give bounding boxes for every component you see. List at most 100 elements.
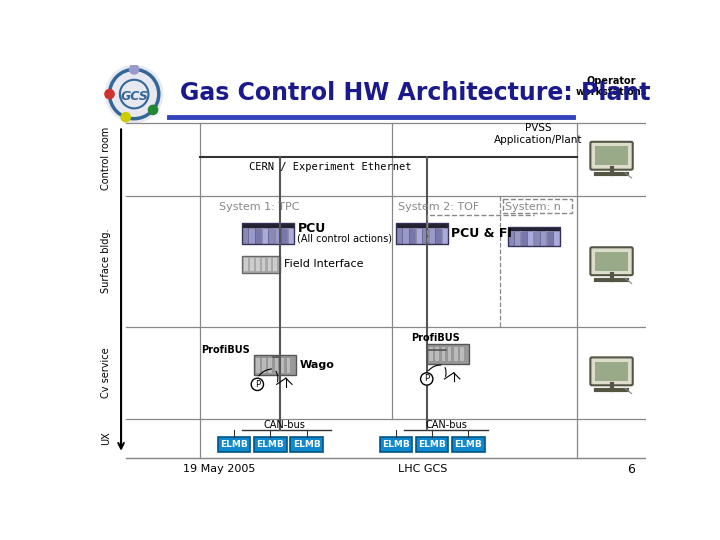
Text: P: P: [424, 374, 429, 383]
Bar: [282, 228, 287, 244]
Bar: [415, 228, 422, 244]
FancyBboxPatch shape: [452, 437, 485, 452]
Bar: [595, 146, 628, 165]
Bar: [508, 231, 514, 246]
Bar: [248, 228, 255, 244]
Text: ELMB: ELMB: [418, 440, 446, 449]
Bar: [268, 228, 274, 244]
Bar: [422, 228, 428, 244]
Bar: [396, 222, 449, 228]
Text: GCS: GCS: [120, 90, 148, 103]
Bar: [253, 355, 296, 375]
Bar: [242, 256, 281, 273]
Text: CAN-bus: CAN-bus: [425, 420, 467, 430]
Text: CERN / Experiment Ethernet: CERN / Experiment Ethernet: [249, 162, 412, 172]
Bar: [267, 357, 272, 373]
Text: Gas Control HW Architecture: Plant: Gas Control HW Architecture: Plant: [180, 82, 651, 105]
FancyBboxPatch shape: [379, 437, 412, 452]
FancyBboxPatch shape: [254, 437, 287, 452]
FancyBboxPatch shape: [590, 247, 633, 275]
Text: ProfiBUS: ProfiBUS: [201, 345, 250, 355]
Bar: [266, 257, 271, 271]
Text: PCU: PCU: [297, 222, 325, 235]
Text: CAN-bus: CAN-bus: [264, 420, 305, 430]
Bar: [261, 228, 268, 244]
FancyBboxPatch shape: [590, 357, 633, 386]
Bar: [527, 231, 534, 246]
Bar: [534, 231, 540, 246]
Text: ELMB: ELMB: [293, 440, 320, 449]
Text: P: P: [255, 380, 260, 389]
Bar: [396, 222, 449, 244]
Text: PVSS
Application/Plant: PVSS Application/Plant: [494, 123, 582, 145]
Text: ProfiBUS: ProfiBUS: [411, 333, 460, 343]
Text: (All control actions): (All control actions): [297, 233, 392, 243]
Bar: [554, 231, 559, 246]
Bar: [442, 228, 448, 244]
Circle shape: [105, 90, 114, 99]
Text: Field Interface: Field Interface: [284, 259, 364, 269]
Text: Control room: Control room: [101, 127, 111, 191]
Bar: [261, 257, 266, 271]
FancyBboxPatch shape: [290, 437, 323, 452]
Bar: [434, 346, 439, 361]
Text: 6: 6: [627, 463, 635, 476]
Text: System 1: TPC: System 1: TPC: [219, 202, 300, 212]
Bar: [427, 343, 469, 363]
Circle shape: [251, 378, 264, 390]
Bar: [428, 346, 433, 361]
Circle shape: [148, 105, 158, 114]
Bar: [243, 257, 248, 271]
Bar: [428, 228, 435, 244]
Text: ELMB: ELMB: [256, 440, 284, 449]
Text: System: n: System: n: [505, 202, 561, 212]
Bar: [249, 257, 254, 271]
Text: Wago: Wago: [300, 360, 335, 370]
Bar: [508, 226, 560, 231]
Text: 19 May 2005: 19 May 2005: [183, 464, 255, 474]
Text: PCU & FI: PCU & FI: [451, 227, 512, 240]
Text: System 2: TOF: System 2: TOF: [398, 202, 480, 212]
Text: Operator
workstations: Operator workstations: [576, 76, 647, 97]
Text: Cv service: Cv service: [101, 347, 111, 398]
Bar: [547, 231, 553, 246]
Bar: [242, 222, 294, 244]
Bar: [255, 228, 261, 244]
Bar: [508, 226, 560, 246]
Bar: [435, 228, 441, 244]
Circle shape: [121, 113, 130, 122]
Bar: [272, 257, 277, 271]
Bar: [402, 228, 409, 244]
Bar: [459, 346, 464, 361]
Circle shape: [130, 65, 139, 74]
Bar: [242, 228, 248, 244]
Text: Surface bldg.: Surface bldg.: [101, 229, 111, 293]
FancyBboxPatch shape: [416, 437, 449, 452]
Bar: [453, 346, 457, 361]
Bar: [286, 357, 290, 373]
Circle shape: [420, 373, 433, 385]
Bar: [396, 228, 402, 244]
Bar: [274, 228, 281, 244]
Text: UX: UX: [101, 431, 111, 445]
FancyBboxPatch shape: [218, 437, 251, 452]
Bar: [441, 346, 445, 361]
Text: LHC GCS: LHC GCS: [398, 464, 448, 474]
Bar: [274, 357, 278, 373]
FancyBboxPatch shape: [590, 142, 633, 170]
Bar: [514, 231, 521, 246]
Bar: [288, 228, 294, 244]
Bar: [521, 231, 527, 246]
Bar: [540, 231, 546, 246]
Bar: [447, 346, 451, 361]
Text: ELMB: ELMB: [382, 440, 410, 449]
Bar: [279, 357, 284, 373]
Bar: [255, 357, 260, 373]
Bar: [409, 228, 415, 244]
Bar: [595, 252, 628, 271]
Text: ELMB: ELMB: [220, 440, 248, 449]
Bar: [261, 357, 266, 373]
Bar: [255, 257, 260, 271]
Bar: [595, 362, 628, 381]
Circle shape: [106, 65, 163, 123]
